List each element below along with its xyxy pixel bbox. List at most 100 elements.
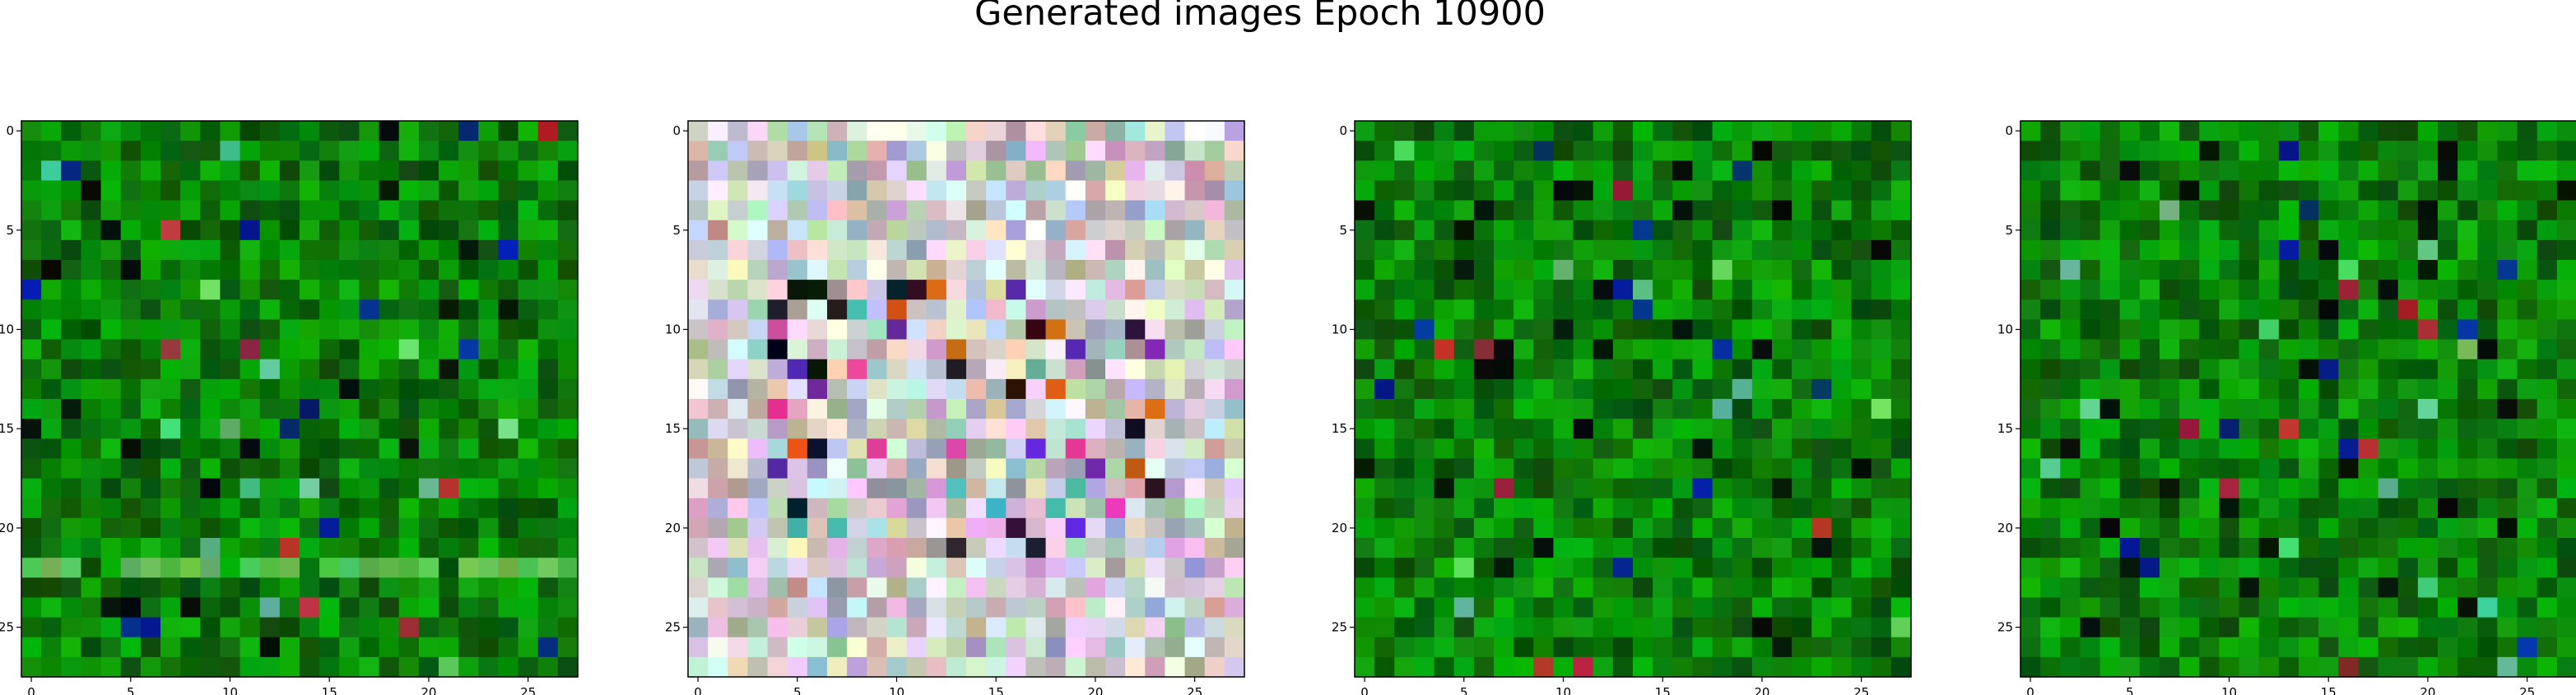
pixel — [498, 419, 519, 439]
pixel — [478, 280, 500, 300]
pixel — [61, 399, 82, 419]
pixel — [1712, 180, 1733, 202]
pixel — [2099, 438, 2121, 460]
pixel — [1085, 399, 1106, 419]
pixel — [1612, 597, 1634, 619]
pixel — [926, 180, 947, 202]
pixel — [220, 160, 241, 182]
pixel — [1692, 478, 1713, 499]
pixel — [946, 378, 967, 400]
pixel — [906, 419, 928, 439]
pixel — [926, 160, 947, 182]
pixel — [1890, 637, 1912, 658]
pixel — [478, 180, 500, 202]
pixel — [747, 121, 769, 141]
pixel — [767, 419, 788, 439]
pixel — [1006, 299, 1027, 321]
pixel — [1374, 597, 1395, 619]
pixel — [886, 280, 908, 300]
pixel — [1125, 319, 1146, 341]
pixel — [1732, 597, 1753, 619]
pixel — [180, 200, 201, 221]
pixel — [2040, 558, 2061, 578]
pixel — [2477, 299, 2499, 321]
pixel — [1204, 200, 1225, 221]
pixel — [359, 200, 380, 221]
pixel — [1085, 319, 1106, 341]
pixel — [120, 498, 142, 519]
pixel — [2119, 141, 2141, 161]
pixel — [418, 220, 439, 241]
pixel — [279, 458, 300, 480]
pixel — [966, 656, 987, 678]
pixel — [1851, 319, 1872, 341]
pixel — [906, 220, 928, 241]
pixel — [867, 180, 888, 202]
pixel — [1374, 160, 1395, 182]
pixel — [2457, 399, 2478, 419]
pixel — [2278, 577, 2299, 599]
pixel — [926, 339, 947, 360]
pixel — [319, 160, 340, 182]
pixel — [259, 239, 281, 261]
pixel — [1593, 200, 1614, 221]
pixel — [1145, 419, 1166, 439]
pixel — [1065, 180, 1086, 202]
pixel — [439, 260, 459, 280]
pixel — [1831, 538, 1853, 558]
pixel — [2477, 319, 2499, 341]
pixel — [259, 637, 281, 658]
pixel — [1045, 160, 1067, 182]
pixel — [867, 378, 888, 400]
pixel — [41, 538, 62, 558]
pixel — [2179, 597, 2200, 619]
pixel — [379, 637, 400, 658]
pixel — [2258, 220, 2280, 241]
pixel — [61, 220, 82, 241]
pixel — [708, 637, 728, 658]
pixel — [2378, 260, 2399, 280]
pixel — [239, 399, 261, 419]
axes-frame — [687, 120, 1245, 678]
pixel — [120, 378, 142, 400]
pixel — [747, 299, 769, 321]
pixel — [1085, 558, 1106, 578]
pixel — [239, 617, 261, 638]
pixel — [728, 637, 749, 658]
pixel — [2239, 438, 2260, 460]
pixel — [807, 160, 828, 182]
pixel — [557, 419, 579, 439]
pixel — [359, 538, 380, 558]
pixel — [2477, 438, 2499, 460]
pixel — [747, 656, 769, 678]
pixel — [2299, 239, 2319, 261]
pixel — [1732, 378, 1753, 400]
pixel — [2378, 280, 2399, 300]
pixel — [2139, 239, 2160, 261]
pixel — [220, 200, 241, 221]
pixel — [2318, 121, 2339, 141]
pixel — [1851, 121, 1872, 141]
pixel — [339, 121, 360, 141]
pixel — [220, 359, 241, 380]
pixel — [160, 180, 181, 202]
pixel — [1593, 299, 1614, 321]
pixel — [2040, 399, 2061, 419]
pixel — [807, 656, 828, 678]
pixel — [478, 121, 500, 141]
pixel — [100, 280, 122, 300]
pixel — [1871, 121, 1892, 141]
pixel — [239, 597, 261, 619]
pixel-grid — [688, 121, 1245, 678]
pixel — [1672, 239, 1694, 261]
pixel — [379, 200, 400, 221]
pixel — [1355, 121, 1375, 141]
pixel — [1811, 577, 1833, 599]
pixel — [787, 498, 808, 519]
pixel — [886, 160, 908, 182]
pixel — [1184, 577, 1206, 599]
pixel — [906, 478, 928, 499]
pixel — [319, 141, 340, 161]
pixel — [498, 160, 519, 182]
pixel — [1792, 180, 1812, 202]
